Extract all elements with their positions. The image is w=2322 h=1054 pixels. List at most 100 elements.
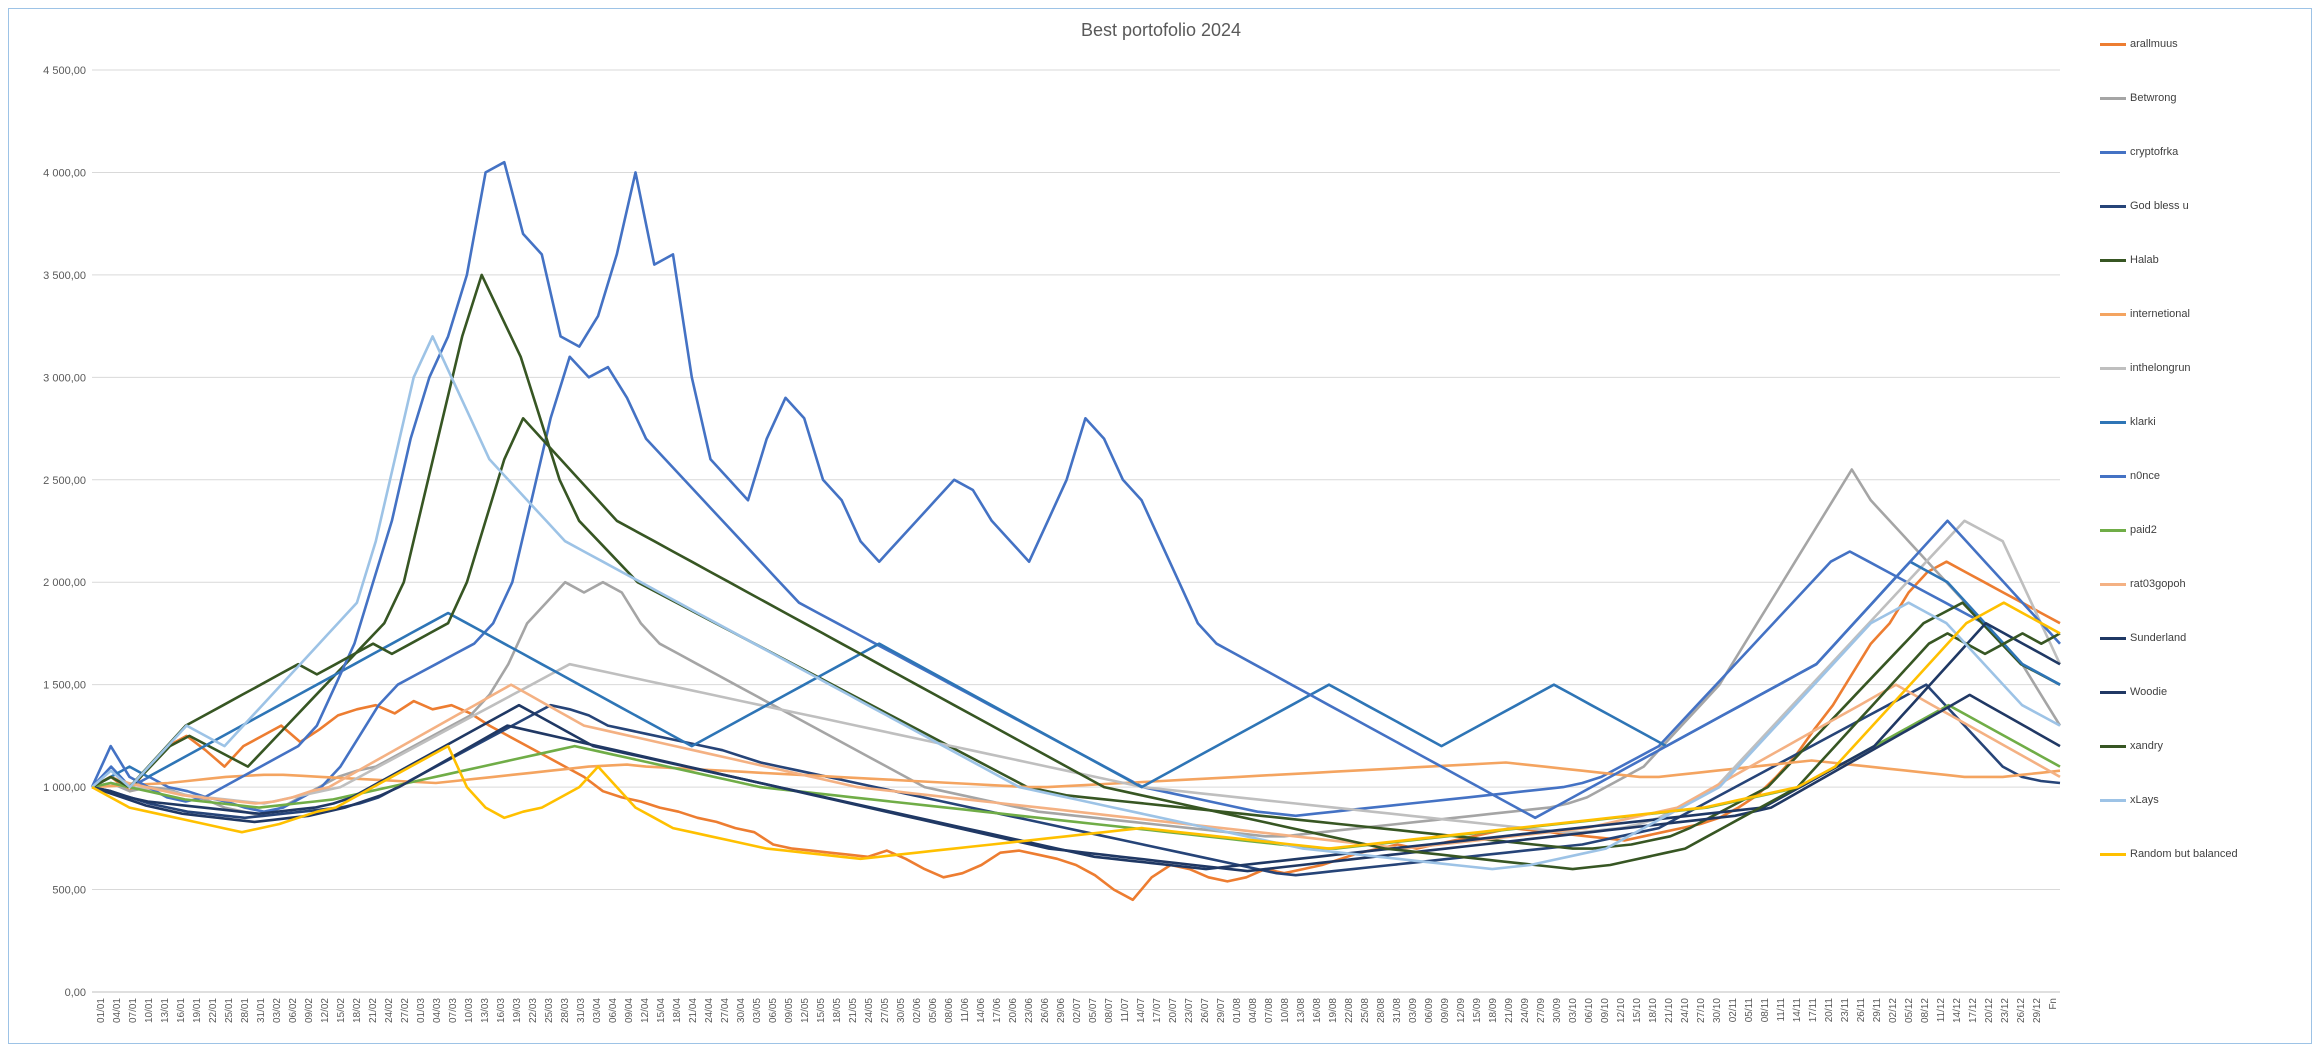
x-tick-label: 17/07: [1152, 998, 1163, 1023]
x-tick-label: 24/09: [1520, 998, 1531, 1023]
legend-item: Halab: [2100, 252, 2159, 268]
x-tick-label: 12/02: [320, 998, 331, 1023]
x-tick-label: 01/01: [96, 998, 107, 1023]
x-tick-label: 15/02: [336, 998, 347, 1023]
y-tick-label: 1 500,00: [43, 680, 86, 692]
x-tick-label: 08/12: [1920, 998, 1931, 1023]
x-tick-label: 02/11: [1728, 998, 1739, 1023]
x-tick-label: 03/04: [592, 998, 603, 1023]
x-tick-label: 02/12: [1888, 998, 1899, 1023]
x-tick-label: 03/10: [1568, 998, 1579, 1023]
x-tick-label: 06/05: [768, 998, 779, 1023]
x-tick-label: 25/03: [544, 998, 555, 1023]
x-tick-label: Fn: [2048, 998, 2059, 1010]
x-tick-label: 16/03: [496, 998, 507, 1023]
x-tick-label: 20/06: [1008, 998, 1019, 1023]
y-tick-label: 3 000,00: [43, 372, 86, 384]
y-tick-label: 0,00: [65, 987, 86, 999]
legend-label: Woodie: [2130, 686, 2168, 698]
x-tick-label: 06/10: [1584, 998, 1595, 1023]
legend-swatch: [2100, 690, 2126, 694]
gridlines: [92, 69, 2060, 993]
x-tick-label: 28/03: [560, 998, 571, 1023]
legend-swatch: [2100, 366, 2126, 370]
legend-label: klarki: [2130, 416, 2156, 428]
legend-item: Betwrong: [2100, 90, 2176, 106]
x-tick-label: 31/08: [1392, 998, 1403, 1023]
x-tick-label: 18/05: [832, 998, 843, 1023]
x-tick-label: 12/04: [640, 998, 651, 1023]
x-tick-label: 07/03: [448, 998, 459, 1023]
x-tick-label: 27/10: [1696, 998, 1707, 1023]
series-line-woodie: [91, 693, 2061, 873]
x-tick-label: 12/10: [1616, 998, 1627, 1023]
x-tick-label: 01/08: [1232, 998, 1243, 1023]
chart-frame: [8, 8, 2312, 1044]
legend-swatch: [2100, 312, 2126, 316]
x-tick-label: 16/01: [176, 998, 187, 1023]
x-tick-label: 23/12: [2000, 998, 2011, 1023]
legend-item: Woodie: [2100, 684, 2167, 700]
x-tick-label: 14/06: [976, 998, 987, 1023]
x-tick-label: 25/01: [224, 998, 235, 1023]
series-line-n0nce: [90, 160, 2061, 820]
x-tick-label: 09/04: [624, 998, 635, 1023]
x-tick-label: 04/08: [1248, 998, 1259, 1023]
x-tick-label: 18/04: [672, 998, 683, 1023]
x-tick-label: 04/01: [112, 998, 123, 1023]
x-tick-label: 15/09: [1472, 998, 1483, 1023]
x-tick-label: 04/03: [432, 998, 443, 1023]
series-line-cryptofrka: [91, 355, 2061, 818]
x-tick-label: 08/11: [1760, 998, 1771, 1023]
x-tick-label: 22/03: [528, 998, 539, 1023]
x-tick-label: 11/12: [1936, 998, 1947, 1023]
x-tick-label: 06/04: [608, 998, 619, 1023]
chart-title: Best portofolio 2024: [1080, 20, 1242, 40]
x-tick-label: 19/03: [512, 998, 523, 1023]
y-axis-ticks: 0,00 500,00 1 000,00 1 500,00 2 000,00 2 500,…: [43, 65, 86, 999]
x-tick-label: 09/05: [784, 998, 795, 1023]
x-tick-label: 14/07: [1136, 998, 1147, 1023]
x-tick-label: 28/08: [1376, 998, 1387, 1023]
legend-swatch: [2100, 852, 2126, 856]
x-tick-label: 02/06: [912, 998, 923, 1023]
legend-swatch: [2100, 582, 2126, 586]
x-tick-label: 17/11: [1808, 998, 1819, 1023]
x-tick-label: 29/12: [2032, 998, 2043, 1023]
legend-swatch: [2100, 204, 2126, 208]
y-tick-label: 2 500,00: [43, 475, 86, 487]
x-tick-label: 05/12: [1904, 998, 1915, 1023]
x-tick-label: 20/11: [1824, 998, 1835, 1023]
series-line-random-but-balanced: [91, 601, 2061, 861]
x-tick-label: 06/02: [288, 998, 299, 1023]
x-tick-label: 21/09: [1504, 998, 1515, 1023]
x-tick-label: 18/02: [352, 998, 363, 1023]
legend-item: xLays: [2100, 792, 2159, 808]
x-tick-label: 09/10: [1600, 998, 1611, 1023]
series-line-betwrong: [91, 468, 2062, 838]
legend-swatch: [2100, 636, 2126, 640]
x-tick-label: 21/04: [688, 998, 699, 1023]
x-tick-label: 15/10: [1632, 998, 1643, 1023]
x-tick-label: 05/06: [928, 998, 939, 1023]
legend-label: paid2: [2130, 524, 2157, 536]
y-tick-label: 2 000,00: [43, 577, 86, 589]
x-tick-label: 01/03: [416, 998, 427, 1023]
x-tick-label: 30/09: [1552, 998, 1563, 1023]
x-tick-label: 08/07: [1104, 998, 1115, 1023]
x-tick-label: 21/05: [848, 998, 859, 1023]
x-tick-label: 23/07: [1184, 998, 1195, 1023]
x-tick-label: 06/09: [1424, 998, 1435, 1023]
series-line-sunderland: [91, 621, 2061, 871]
x-tick-label: 30/10: [1712, 998, 1723, 1023]
legend-label: arallmuus: [2130, 38, 2178, 50]
x-tick-label: 16/08: [1312, 998, 1323, 1023]
legend-label: inthelongrun: [2130, 362, 2191, 374]
series-line-xlays: [91, 335, 2061, 871]
y-tick-label: 3 500,00: [43, 270, 86, 282]
y-tick-label: 4 000,00: [43, 167, 86, 179]
x-tick-label: 24/05: [864, 998, 875, 1023]
x-tick-label: 22/08: [1344, 998, 1355, 1023]
x-tick-label: 29/11: [1872, 998, 1883, 1023]
x-tick-label: 28/01: [240, 998, 251, 1023]
